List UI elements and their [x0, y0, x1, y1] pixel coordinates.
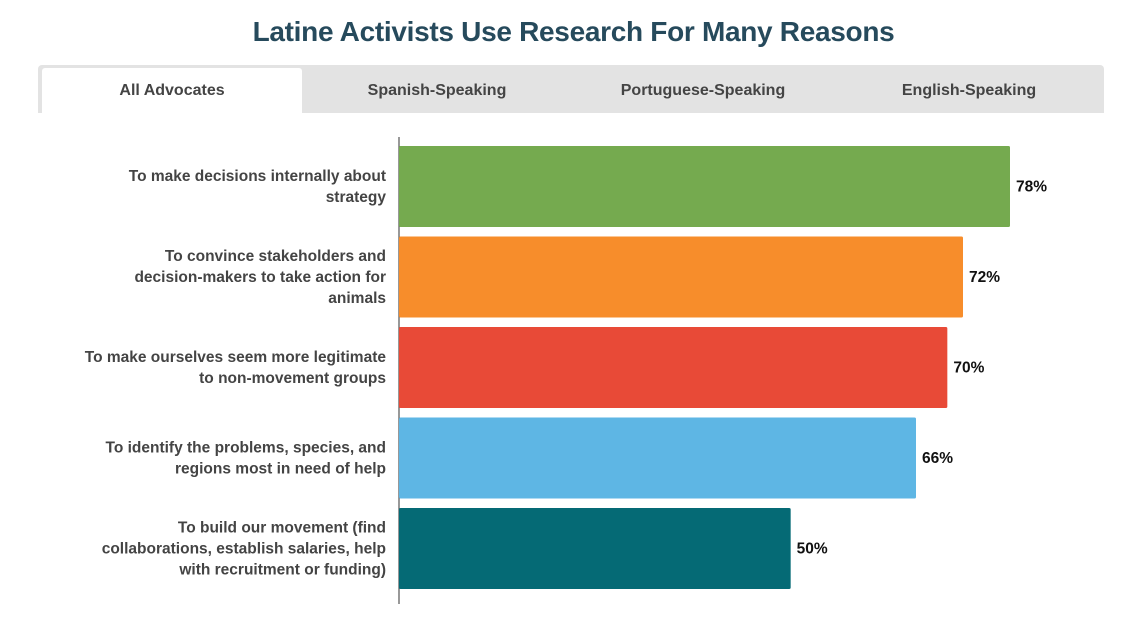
value-label-1: 78%	[1016, 179, 1047, 196]
bar-2	[399, 236, 963, 318]
tab-english-speaking[interactable]: English-Speaking	[901, 81, 1037, 99]
bar-3	[399, 327, 948, 408]
tab-all-advocates[interactable]: All Advocates	[42, 68, 302, 113]
category-label-5: To build our movement (find collaboration…	[102, 520, 386, 579]
tab-spanish-speaking[interactable]: Spanish-Speaking	[367, 81, 507, 99]
category-label-1: To make decisions internally about strate…	[129, 168, 387, 206]
tab-bar: All Advocates Spanish-Speaking Portugues…	[38, 65, 1104, 113]
chart-title: Latine Activists Use Research For Many R…	[252, 16, 895, 47]
bar-5	[399, 508, 791, 589]
bar-1	[399, 146, 1010, 227]
value-label-4: 66%	[922, 450, 953, 467]
category-label-3: To make ourselves seem more legitimate to…	[85, 349, 387, 387]
tab-portuguese-speaking[interactable]: Portuguese-Speaking	[620, 81, 786, 99]
value-label-3: 70%	[953, 360, 984, 377]
value-label-5: 50%	[797, 541, 828, 558]
value-label-2: 72%	[969, 269, 1000, 286]
bar-4	[399, 417, 916, 499]
category-label-4: To identify the problems, species, and re…	[106, 440, 387, 478]
category-label-2: To convince stakeholders and decision-mak…	[134, 248, 386, 307]
